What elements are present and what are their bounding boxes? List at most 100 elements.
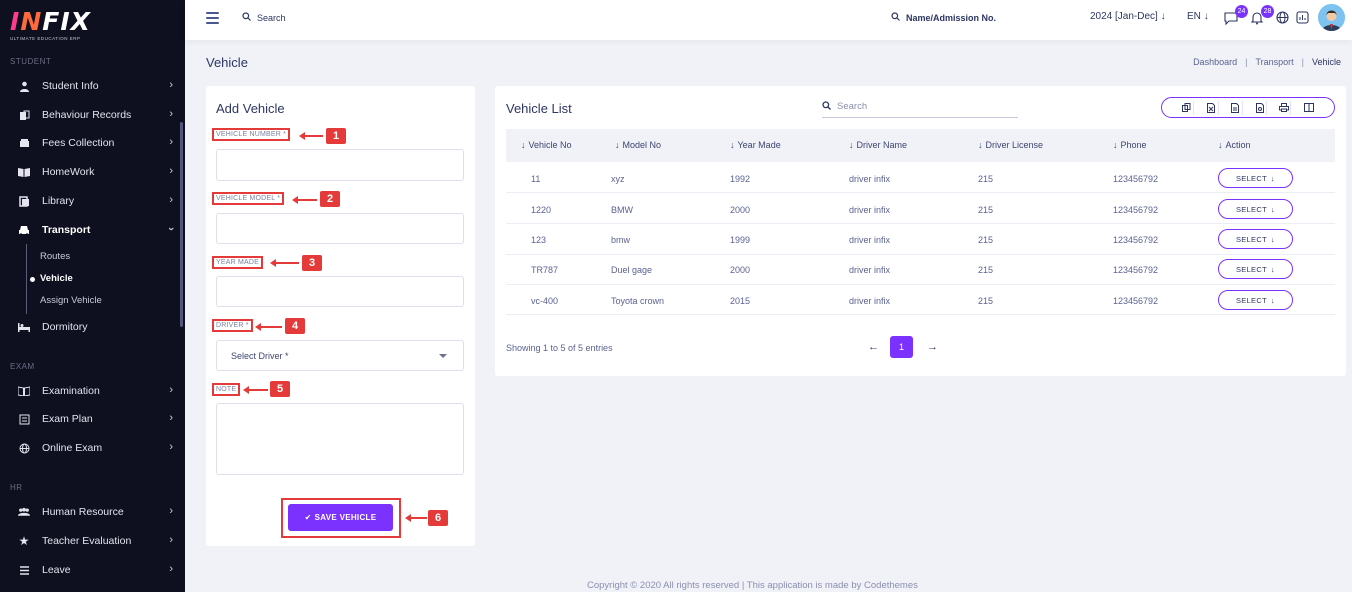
copy-button[interactable] — [1180, 100, 1195, 115]
annotation-number-4: 4 — [285, 318, 305, 334]
arrow-down-icon: ↓ — [1203, 11, 1209, 22]
select-action-button[interactable]: SELECT ↓ — [1218, 229, 1293, 249]
active-dot — [30, 277, 35, 282]
select-action-button[interactable]: SELECT ↓ — [1218, 290, 1293, 310]
table-row — [506, 255, 1335, 285]
notifications-button[interactable]: 28 — [1250, 5, 1274, 27]
sidebar-item-leave[interactable]: Leave › — [0, 559, 185, 581]
select-label: SELECT — [1235, 295, 1267, 305]
vehicle-model-input[interactable] — [216, 213, 464, 244]
sidebar-item-exam-plan[interactable]: Exam Plan › — [0, 408, 185, 430]
cell-driver: driver infix — [849, 174, 891, 184]
table-row — [506, 225, 1335, 255]
csv-button[interactable] — [1229, 100, 1243, 115]
chevron-right-icon: › — [169, 441, 173, 453]
list-search-placeholder: Search — [837, 101, 868, 112]
sidebar-item-label: Examination — [42, 385, 100, 397]
select-action-button[interactable]: SELECT ↓ — [1218, 259, 1293, 279]
submenu-line — [26, 244, 27, 314]
entries-info: Showing 1 to 5 of 5 entries — [506, 343, 613, 353]
cell-license: 215 — [978, 265, 994, 275]
topbar-search[interactable]: Search — [242, 12, 286, 23]
chevron-right-icon: › — [169, 534, 173, 546]
save-highlight-frame — [281, 498, 401, 538]
select-action-button[interactable]: SELECT ↓ — [1218, 168, 1293, 188]
annotation-arrow — [405, 514, 427, 522]
pdf-button[interactable] — [1253, 100, 1268, 115]
cell-phone: 123456792 — [1113, 296, 1159, 306]
sidebar-item-student-info[interactable]: Student Info › — [0, 75, 185, 97]
sidebar-subitem-routes[interactable]: Routes — [40, 251, 71, 262]
sidebar-item-fees-collection[interactable]: Fees Collection › — [0, 132, 185, 154]
driver-select[interactable] — [216, 340, 464, 371]
columns-button[interactable] — [1302, 101, 1316, 115]
language-select[interactable]: EN ↓ — [1187, 11, 1209, 22]
student-search[interactable]: Name/Admission No. — [891, 12, 996, 23]
sidebar-item-behaviour-records[interactable]: Behaviour Records › — [0, 104, 185, 126]
year-made-input[interactable] — [216, 276, 464, 307]
column-vehicle-no[interactable]: ↓ Vehicle No — [521, 140, 572, 150]
sidebar-item-online-exam[interactable]: Online Exam › — [0, 437, 185, 459]
topbar: Search Name/Admission No. 2024 [Jan-Dec]… — [185, 0, 1352, 40]
breadcrumb-separator: | — [1245, 57, 1248, 67]
messages-button[interactable]: 24 — [1224, 5, 1248, 27]
sort-arrow-icon: ↓ — [849, 140, 854, 150]
sidebar-item-examination[interactable]: Examination › — [0, 380, 185, 402]
vehicle-model-label: VEHICLE MODEL * — [212, 192, 285, 205]
cell-driver: driver infix — [849, 205, 891, 215]
column-action[interactable]: ↓ Action — [1218, 140, 1251, 150]
column-driver-license[interactable]: ↓ Driver License — [978, 140, 1043, 150]
chevron-right-icon: › — [169, 165, 173, 177]
breadcrumb-transport[interactable]: Transport — [1255, 57, 1294, 67]
sidebar-item-homework[interactable]: HomeWork › — [0, 161, 185, 183]
save-vehicle-button[interactable]: ✔ SAVE VEHICLE — [288, 504, 393, 531]
pagination-next-arrow-icon[interactable]: → — [927, 341, 938, 353]
pagination-page-current[interactable]: 1 — [890, 336, 913, 358]
cell-driver: driver infix — [849, 296, 891, 306]
sidebar: INFIX ULTIMATE EDUCATION ERP STUDENT Stu… — [0, 0, 185, 592]
sidebar-item-transport[interactable]: Transport › — [0, 219, 185, 241]
user-avatar[interactable] — [1318, 4, 1345, 31]
academic-year-select[interactable]: 2024 [Jan-Dec] ↓ — [1090, 11, 1166, 22]
sort-arrow-icon: ↓ — [615, 140, 620, 150]
column-driver-name[interactable]: ↓ Driver Name — [849, 140, 907, 150]
breadcrumb-dashboard[interactable]: Dashboard — [1193, 57, 1238, 67]
column-phone[interactable]: ↓ Phone — [1113, 140, 1147, 150]
sidebar-subitem-assign-vehicle[interactable]: Assign Vehicle — [40, 295, 102, 306]
messages-badge: 24 — [1235, 5, 1248, 18]
website-button[interactable] — [1276, 11, 1292, 27]
list-search-input[interactable]: Search — [822, 96, 1018, 118]
cell-license: 215 — [978, 174, 994, 184]
column-label: Year Made — [737, 140, 781, 150]
select-action-button[interactable]: SELECT ↓ — [1218, 199, 1293, 219]
sidebar-item-human-resource[interactable]: Human Resource › — [0, 501, 185, 523]
note-textarea[interactable] — [216, 403, 464, 475]
column-model-no[interactable]: ↓ Model No — [615, 140, 661, 150]
cell-year: 1992 — [730, 174, 751, 184]
sidebar-item-label: Fees Collection — [42, 137, 115, 149]
cell-vehicle-no: TR787 — [531, 265, 559, 275]
star-icon: ★ — [18, 534, 30, 548]
pagination-prev-arrow-icon[interactable]: ← — [868, 341, 879, 353]
table-header — [506, 129, 1335, 162]
topbar-search-label: Search — [257, 12, 286, 23]
vehicle-number-input[interactable] — [216, 149, 464, 181]
breadcrumb-vehicle: Vehicle — [1311, 57, 1341, 67]
brand-logo[interactable]: INFIX ULTIMATE EDUCATION ERP — [10, 9, 91, 42]
chevron-right-icon: › — [169, 563, 173, 575]
chevron-right-icon: › — [169, 108, 173, 120]
hamburger-menu-icon[interactable] — [206, 12, 219, 24]
add-vehicle-title: Add Vehicle — [216, 101, 285, 116]
reports-button[interactable] — [1296, 11, 1312, 27]
sidebar-item-dormitory[interactable]: Dormitory — [0, 316, 185, 338]
column-label: Phone — [1120, 140, 1147, 150]
print-button[interactable] — [1277, 100, 1292, 115]
sidebar-item-library[interactable]: Library › — [0, 190, 185, 212]
excel-button[interactable] — [1205, 100, 1219, 115]
breadcrumb: Dashboard | Transport | Vehicle — [1189, 57, 1345, 67]
sidebar-scrollbar[interactable] — [180, 122, 183, 327]
sidebar-item-teacher-evaluation[interactable]: ★ Teacher Evaluation › — [0, 530, 185, 552]
sidebar-subitem-vehicle[interactable]: Vehicle — [30, 273, 73, 284]
column-year-made[interactable]: ↓ Year Made — [730, 140, 781, 150]
annotation-number-1: 1 — [326, 128, 346, 144]
